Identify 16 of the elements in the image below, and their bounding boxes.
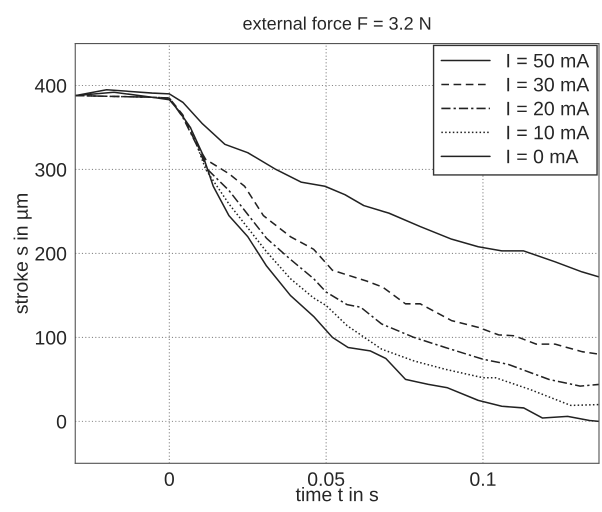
x-tick-label: 0.1 bbox=[470, 472, 496, 486]
x-axis-title: time t in s bbox=[296, 487, 378, 502]
y-tick-label: 300 bbox=[35, 162, 66, 177]
y-tick-label: 100 bbox=[36, 330, 66, 345]
y-tick-label: 400 bbox=[34, 78, 66, 93]
y-tick-label: 200 bbox=[35, 246, 66, 261]
legend-label: I = 50 mA bbox=[507, 54, 590, 68]
legend-label: I = 10 mA bbox=[507, 126, 590, 140]
legend-label: I = 0 mA bbox=[507, 150, 578, 164]
chart-title: external force F = 3.2 N bbox=[243, 16, 430, 30]
x-tick-label: 0 bbox=[164, 472, 174, 486]
legend-label: I = 30 mA bbox=[507, 78, 590, 92]
legend-label: I = 20 mA bbox=[507, 102, 590, 116]
y-tick-label: 0 bbox=[56, 414, 66, 429]
x-tick-label: 0.05 bbox=[308, 472, 344, 486]
y-axis-title: stroke s in µm bbox=[14, 194, 32, 314]
